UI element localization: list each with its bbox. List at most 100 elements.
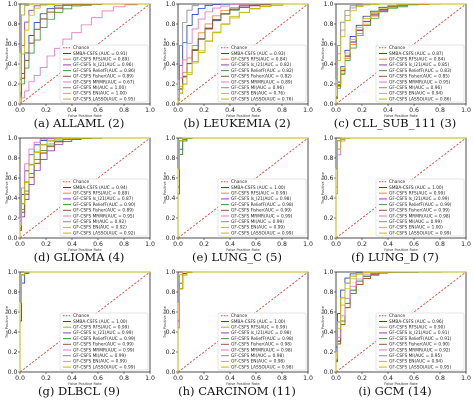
- y-axis-label: True Positive Rate: [163, 37, 167, 71]
- legend-entry: Chance: [231, 179, 247, 185]
- chance-line: [335, 271, 467, 373]
- legend-entry: GF-CSFS MRMR(AUC = 0.95): [73, 213, 135, 219]
- roc-plot: 0.00.0 0.2 0.2 0.4 0.4 0.6 0.6 0.8 0.8 1.0 1.0 Fals…: [5, 135, 155, 252]
- legend-entry: GF-CSFS ls_l21(AUC = 0.96): [73, 62, 133, 68]
- legend-entry: GF-CSFS RFS(AUC = 0.99): [231, 325, 287, 331]
- x-tick-label: 0.4: [225, 107, 235, 114]
- x-tick-label: 0.6: [409, 375, 419, 382]
- panel-caption: (i) GCM (14): [358, 384, 432, 398]
- y-tick-label: 0.8: [166, 21, 176, 28]
- legend-entry: GF-CSFS Fisher(AUC = 0.99): [73, 342, 134, 348]
- legend-entry: GF-CSFS RFS(AUC = 0.89): [73, 191, 129, 197]
- x-tick-label: 0.0: [173, 375, 183, 382]
- legend-entry: GF-CSFS ReliefF(AUC = 0.99): [389, 202, 452, 208]
- y-tick-label: 1.0: [8, 269, 18, 276]
- roc-panel-4: 0.0 0.0 0.2 0.2 0.4 0.4 0.6 0.6 0.8 0.8 1.0 1.0 Fals…: [0, 134, 158, 268]
- y-tick-label: 0.2: [8, 81, 18, 88]
- x-tick-label: 1.0: [145, 107, 155, 114]
- y-axis-label: True Positive Rate: [321, 171, 325, 205]
- y-tick-label: 0.6: [166, 309, 176, 316]
- x-tick-label: 0.4: [383, 241, 393, 248]
- y-axis-label: True Positive Rate: [5, 37, 9, 71]
- x-tick-label: 0.4: [383, 375, 393, 382]
- x-tick-label: 0.8: [119, 107, 129, 114]
- legend-entry: SMBA-CSFS (AUC = 0.93): [231, 51, 286, 57]
- y-tick-label: 0.4: [324, 329, 334, 336]
- legend-entry: GF-CSFS Fisher(AUC = 0.99): [231, 208, 292, 214]
- roc-panel-5: 0.0 0.0 0.2 0.2 0.4 0.4 0.6 0.6 0.8 0.8 1.0 1.0 Fals…: [158, 134, 316, 268]
- legend-entry: GF-CSFS ls_l21(AUC = 0.99): [389, 196, 449, 202]
- legend-entry: GF-CSFS Fisher(AUC = 0.89): [73, 208, 134, 214]
- legend-entry: SMBA-CSFS (AUC = 0.96): [389, 319, 444, 325]
- legend-entry: GF-CSFS EN(AUC = 1.00): [389, 225, 443, 231]
- legend-entry: GF-CSFS LASSO(AUC = 0.99): [73, 364, 135, 370]
- roc-curve-lasso: [177, 3, 308, 104]
- y-tick-label: 1.0: [166, 269, 176, 276]
- legend-entry: Chance: [389, 313, 405, 319]
- x-axis-label: False Positive Rate: [226, 114, 260, 118]
- legend-entry: SMBA-CSFS (AUC = 1.00): [73, 319, 128, 325]
- y-tick-label: 0.0: [166, 369, 176, 376]
- y-tick-label: 0.8: [8, 289, 18, 296]
- legend-entry: GF-CSFS MI(AUC = 1.00): [73, 85, 126, 91]
- y-tick-label: 0.2: [166, 215, 176, 222]
- y-tick-label: 0.0: [8, 235, 18, 242]
- x-axis-label: False Positive Rate: [384, 248, 418, 252]
- y-tick-label: 0.2: [8, 215, 18, 222]
- panel-caption: (e) LUNG_C (5): [192, 250, 282, 264]
- legend-entry: GF-CSFS LASSO(AUC = 0.86): [389, 96, 451, 102]
- legend-entry: GF-CSFS Fisher(AUC = 0.89): [73, 74, 134, 80]
- x-axis-label: False Positive Rate: [68, 114, 102, 118]
- y-tick-label: 0.0: [324, 369, 334, 376]
- legend-entry: GF-CSFS ReliefF(AUC = 0.83): [389, 68, 452, 74]
- legend-entry: GF-CSFS EN(AUC = 1.00): [73, 91, 127, 97]
- x-tick-label: 0.0: [331, 241, 341, 248]
- roc-plot: 0.00.0 0.2 0.2 0.4 0.4 0.6 0.6 0.8 0.8 1.0 1.0 Fals…: [321, 1, 471, 118]
- y-tick-label: 0.0: [8, 101, 18, 108]
- y-axis-label: True Positive Rate: [321, 37, 325, 71]
- roc-curve-mi: [177, 3, 308, 104]
- y-tick-label: 0.2: [166, 81, 176, 88]
- x-tick-label: 0.4: [67, 375, 77, 382]
- legend-entry: GF-CSFS MI(AUC = 0.95): [389, 353, 442, 359]
- x-tick-label: 0.0: [15, 107, 25, 114]
- x-tick-label: 0.4: [383, 107, 393, 114]
- x-tick-label: 0.6: [409, 241, 419, 248]
- x-tick-label: 0.6: [93, 375, 103, 382]
- roc-panel-6: 0.0 0.0 0.2 0.2 0.4 0.4 0.6 0.6 0.8 0.8 1.0 1.0 Fals…: [316, 134, 474, 268]
- legend-box: [59, 312, 149, 371]
- legend-entry: GF-CSFS MRMR(AUC = 0.99): [231, 213, 293, 219]
- legend-entry: SMBA-CSFS (AUC = 0.91): [73, 51, 128, 57]
- x-tick-label: 0.8: [277, 375, 287, 382]
- legend-entry: GF-CSFS RFS(AUC = 0.89): [73, 57, 129, 63]
- x-tick-label: 0.2: [357, 107, 367, 114]
- legend-box: [217, 44, 307, 103]
- y-tick-label: 0.4: [324, 61, 334, 68]
- y-tick-label: 1.0: [8, 135, 18, 142]
- legend-entry: GF-CSFS EN(AUC = 0.98): [231, 359, 285, 365]
- roc-plot: 0.00.0 0.2 0.2 0.4 0.4 0.6 0.6 0.8 0.8 1.0 1.0 Fals…: [321, 135, 471, 252]
- y-tick-label: 0.4: [8, 61, 18, 68]
- x-tick-label: 0.4: [225, 375, 235, 382]
- legend-entry: SMBA-CSFS (AUC = 0.87): [389, 51, 444, 57]
- x-tick-label: 0.0: [15, 241, 25, 248]
- x-tick-label: 0.2: [357, 241, 367, 248]
- x-tick-label: 0.0: [331, 107, 341, 114]
- legend-box: [375, 178, 465, 237]
- legend-entry: GF-CSFS LASSO(AUC = 0.99): [231, 230, 293, 236]
- legend-entry: Chance: [73, 45, 89, 51]
- y-tick-label: 1.0: [324, 1, 334, 8]
- legend-entry: GF-CSFS ReliefF(AUC = 0.98): [231, 336, 294, 342]
- y-tick-label: 0.6: [166, 175, 176, 182]
- legend-box: [375, 312, 465, 371]
- panel-caption: (c) CLL_SUB_111 (3): [333, 116, 457, 130]
- legend-box: [59, 44, 149, 103]
- legend-entry: GF-CSFS MI(AUC = 0.99): [231, 219, 284, 225]
- chance-line: [177, 271, 309, 373]
- legend-entry: GF-CSFS ls_l21(AUC = 0.87): [73, 196, 133, 202]
- x-tick-label: 0.4: [225, 241, 235, 248]
- y-tick-label: 0.0: [8, 369, 18, 376]
- x-tick-label: 0.0: [15, 375, 25, 382]
- legend-entry: GF-CSFS ls_l21(AUC = 0.82): [231, 62, 291, 68]
- legend-entry: GF-CSFS ls_l21(AUC = 0.91): [389, 330, 449, 336]
